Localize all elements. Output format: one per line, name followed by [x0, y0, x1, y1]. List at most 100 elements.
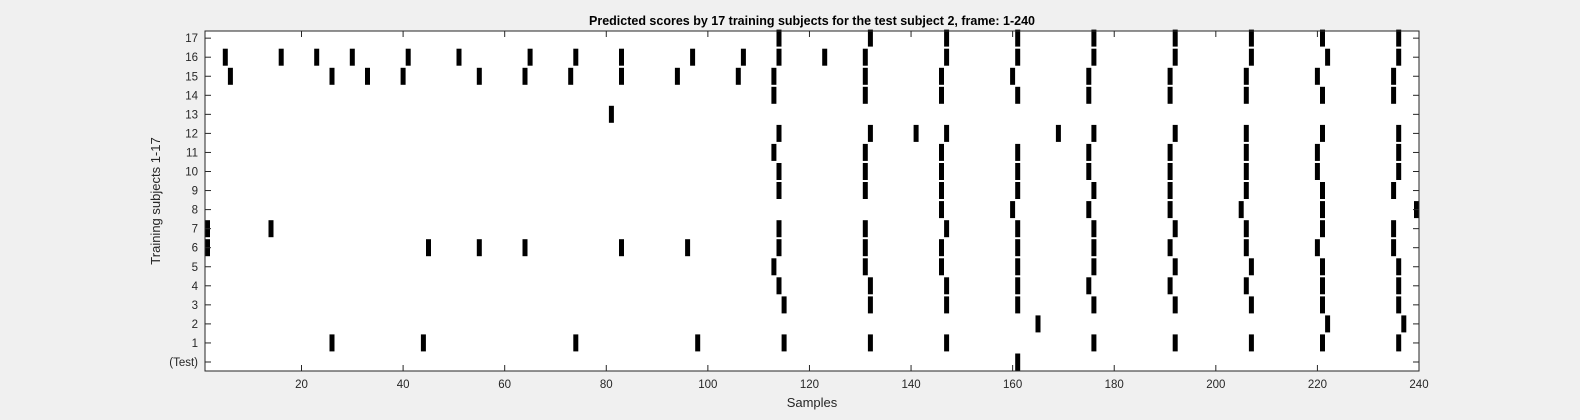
raster-mark	[867, 296, 873, 314]
raster-mark	[420, 334, 426, 352]
raster-mark	[268, 220, 274, 238]
raster-mark	[619, 239, 624, 257]
raster-mark	[1243, 163, 1249, 180]
raster-mark	[1248, 48, 1254, 66]
y-tick-label: 6	[192, 243, 198, 255]
chart-title: Predicted scores by 17 training subjects…	[589, 14, 1035, 28]
y-tick-label: 12	[185, 128, 198, 140]
y-tick-label: (Test)	[169, 357, 198, 369]
raster-mark	[1015, 86, 1021, 104]
raster-mark	[1396, 334, 1402, 352]
raster-mark	[1172, 29, 1178, 47]
raster-mark	[1172, 220, 1178, 238]
raster-mark	[735, 67, 741, 85]
raster-mark	[1091, 182, 1097, 199]
raster-mark	[1167, 201, 1173, 219]
raster-mark	[776, 163, 782, 180]
raster-mark	[862, 258, 868, 276]
raster-mark	[573, 334, 579, 352]
x-tick-label: 80	[600, 379, 613, 391]
raster-mark	[862, 67, 868, 85]
raster-mark	[1396, 143, 1402, 161]
raster-mark	[456, 48, 462, 66]
raster-mark	[939, 163, 944, 180]
raster-mark	[1243, 143, 1249, 161]
x-tick-label: 160	[1003, 379, 1022, 391]
raster-mark	[1015, 220, 1021, 238]
raster-mark	[1091, 239, 1097, 257]
raster-mark	[1391, 239, 1397, 257]
raster-mark	[1320, 334, 1325, 352]
raster-mark	[619, 67, 624, 85]
raster-mark	[1391, 86, 1397, 104]
raster-mark	[1248, 29, 1254, 47]
y-tick-label: 16	[185, 52, 198, 64]
raster-mark	[1167, 86, 1173, 104]
raster-mark	[314, 48, 320, 66]
raster-mark	[867, 124, 873, 142]
y-tick-label: 13	[185, 109, 198, 121]
y-tick-label: 17	[185, 33, 198, 45]
raster-mark	[862, 86, 868, 104]
x-tick-label: 100	[698, 379, 717, 391]
raster-mark	[1091, 296, 1097, 314]
raster-mark	[913, 124, 919, 142]
raster-mark	[1172, 124, 1178, 142]
raster-mark	[1396, 163, 1402, 180]
raster-mark	[1320, 220, 1325, 238]
raster-mark	[1248, 334, 1254, 352]
raster-mark	[1248, 258, 1254, 276]
x-tick-label: 220	[1308, 379, 1327, 391]
raster-mark	[1391, 182, 1397, 199]
x-axis-label: Samples	[787, 395, 838, 410]
plot-frame	[204, 30, 1420, 372]
raster-mark	[1325, 315, 1331, 333]
x-tick-label: 120	[800, 379, 819, 391]
raster-mark	[776, 48, 782, 66]
raster-mark	[1010, 67, 1016, 85]
raster-mark	[862, 239, 868, 257]
raster-mark	[867, 334, 873, 352]
x-tick-label: 20	[295, 379, 308, 391]
raster-mark	[944, 220, 950, 238]
y-tick-label: 1	[192, 338, 198, 350]
raster-mark	[944, 29, 950, 47]
raster-mark	[1167, 239, 1173, 257]
y-tick-label: 2	[192, 319, 198, 331]
raster-mark	[944, 124, 950, 142]
raster-mark	[365, 67, 370, 85]
raster-mark	[939, 143, 944, 161]
raster-mark	[776, 239, 782, 257]
raster-mark	[522, 239, 528, 257]
raster-mark	[1248, 296, 1254, 314]
raster-mark	[1172, 48, 1178, 66]
raster-mark	[1091, 334, 1097, 352]
raster-mark	[740, 48, 746, 66]
raster-mark	[1391, 67, 1397, 85]
y-tick-label: 3	[192, 300, 198, 312]
raster-mark	[1320, 86, 1325, 104]
raster-mark	[400, 67, 406, 85]
y-tick-label: 9	[192, 186, 198, 198]
raster-mark	[1314, 163, 1320, 180]
raster-mark	[573, 48, 579, 66]
raster-mark	[476, 239, 482, 257]
raster-mark	[1091, 258, 1097, 276]
raster-mark	[426, 239, 431, 257]
raster-mark	[1320, 258, 1325, 276]
raster-mark	[1086, 143, 1092, 161]
y-tick-label: 5	[192, 262, 198, 274]
raster-mark	[1172, 258, 1178, 276]
x-tick-label: 40	[397, 379, 410, 391]
raster-mark	[1320, 124, 1325, 142]
raster-mark	[329, 67, 335, 85]
raster-mark	[781, 296, 787, 314]
raster-mark	[1055, 124, 1061, 142]
raster-mark	[1320, 201, 1325, 219]
raster-mark	[1396, 124, 1402, 142]
raster-mark	[944, 334, 950, 352]
raster-mark	[1015, 296, 1021, 314]
raster-mark	[944, 48, 950, 66]
raster-mark	[1243, 124, 1249, 142]
raster-mark	[1091, 124, 1097, 142]
